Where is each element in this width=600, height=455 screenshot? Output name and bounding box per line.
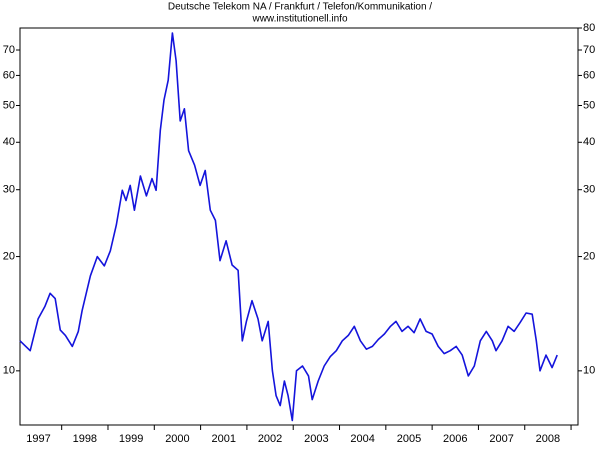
y2-tick-label: 10: [583, 365, 595, 377]
y2-tick-label: 60: [583, 69, 595, 81]
x-tick-label: 1998: [73, 433, 97, 445]
x-tick-label: 2000: [165, 433, 189, 445]
x-tick-label: 2008: [536, 433, 560, 445]
x-tick-label: 2002: [258, 433, 282, 445]
x-tick-label: 2006: [443, 433, 467, 445]
y2-tick-label: 30: [583, 184, 595, 196]
y2-tick-label: 50: [583, 99, 595, 111]
y-tick-label: 60: [3, 69, 15, 81]
x-tick-label: 1997: [26, 433, 50, 445]
y-tick-label: 30: [3, 184, 15, 196]
chart-title: Deutsche Telekom NA / Frankfurt / Telefo…: [168, 2, 432, 13]
x-tick-label: 2003: [304, 433, 328, 445]
chart-subtitle: www.institutionell.info: [251, 14, 347, 25]
price-line: [19, 32, 558, 422]
y-tick-label: 70: [3, 44, 15, 56]
y2-tick-label: 20: [583, 250, 595, 262]
x-tick-label: 2001: [212, 433, 236, 445]
x-tick-label: 2005: [397, 433, 421, 445]
plot-frame: [19, 27, 579, 426]
y-tick-label: 40: [3, 136, 15, 148]
y-tick-label: 10: [3, 365, 15, 377]
y-tick-label: 50: [3, 99, 15, 111]
y2-tick-label: 80: [583, 22, 595, 34]
x-tick-label: 2007: [489, 433, 513, 445]
x-tick-label: 2004: [350, 433, 374, 445]
x-tick-label: 1999: [119, 433, 143, 445]
y-tick-label: 20: [3, 250, 15, 262]
y2-tick-label: 70: [583, 44, 595, 56]
y2-tick-label: 40: [583, 136, 595, 148]
